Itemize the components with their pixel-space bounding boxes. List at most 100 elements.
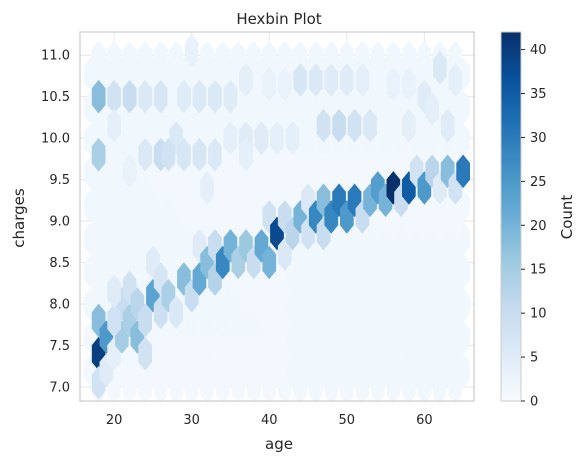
y-tick-label: 9.5 [49,173,70,188]
hex-cell [177,79,191,114]
colorbar-tick-label: 20 [530,219,547,234]
hex-cell-empty [107,40,121,75]
hex-cell [208,137,222,172]
hex-cell [138,336,152,371]
hex-cell [316,108,331,143]
hex-cell [122,79,137,114]
plot-frame [79,31,475,402]
colorbar-tick-label: 5 [530,351,538,366]
hex-cell [402,108,416,143]
colorbar-tick-label: 30 [530,131,547,146]
hex-cell [355,63,370,97]
hex-cell [107,274,121,309]
y-tick-label: 10.5 [41,90,70,105]
hex-cell [138,79,152,114]
hex-cell [177,137,191,172]
hex-cell [386,67,401,101]
hex-cell-empty [417,40,432,75]
hex-cell [456,154,470,189]
x-tick-label: 60 [416,413,433,428]
y-axis-label: charges [10,188,28,248]
y-tick-label: 10.0 [41,132,70,147]
hex-cell [138,303,152,338]
hex-cell [270,121,284,155]
hex-cell [161,137,176,172]
y-tick-label: 11.0 [41,49,70,64]
hex-cell [347,108,362,143]
hex-cell [425,92,439,126]
hex-cell-empty [386,40,401,75]
hex-cell [277,67,292,101]
hex-cell [200,171,214,205]
y-tick-label: 9.0 [49,215,70,230]
hex-cell [285,121,300,155]
colorbar-tick-label: 0 [530,395,538,410]
hex-cell-empty [277,40,292,75]
colorbar [500,31,522,402]
x-tick-label: 20 [106,413,123,428]
x-axis-label: age [265,435,293,453]
hex-cell-empty [262,40,277,75]
hex-cell [138,137,152,172]
y-tick-label: 7.5 [49,339,70,354]
hex-cell [262,245,277,280]
hex-cell [223,79,238,114]
y-tick-label: 8.5 [49,256,70,271]
hex-cell-empty [371,40,385,75]
colorbar-tick-label: 35 [530,87,547,102]
y-tick-label: 7.0 [49,380,70,395]
colorbar-ticks: 0 5 10 15 20 25 30 35 40 [521,43,547,410]
hex-cell-empty [200,40,214,75]
colorbar-tick-label: 10 [530,307,547,322]
hex-cell-empty [293,40,308,75]
hex-cell [363,108,377,143]
hex-cell [223,121,238,155]
hex-cell [448,63,463,97]
hex-cell-empty [246,40,261,75]
hex-cell-empty [215,40,230,75]
hex-cell [169,295,183,330]
colorbar-label: Count [558,195,576,240]
y-tick-label: 8.0 [49,297,70,312]
hex-cell [107,108,121,143]
hex-cell-empty [308,40,323,75]
hex-cell [308,63,323,97]
hex-cell-empty [138,40,152,75]
chart-title: Hexbin Plot [236,10,321,28]
x-tick-label: 50 [339,413,356,428]
hex-cell-empty [324,40,339,75]
hex-cell-empty [448,40,463,75]
hex-cell [254,121,269,155]
hex-cell [440,108,455,143]
hex-cell [91,137,106,172]
hex-cell [324,63,339,97]
x-tick-label: 40 [261,413,278,428]
hex-cell-empty [340,40,354,75]
colorbar-tick-label: 40 [530,43,547,58]
hex-cell-empty [355,40,370,75]
hex-cell [293,63,308,97]
x-axis-ticks: 20 30 40 50 60 [106,413,433,428]
hex-cell [239,137,253,172]
hex-cell [122,154,137,189]
hex-cell [107,79,121,114]
hex-cell [192,137,207,172]
x-tick-label: 30 [183,413,200,428]
hex-cell [262,67,277,101]
hex-cell [433,50,447,85]
hex-cell [184,34,199,68]
colorbar-gradient [500,31,522,402]
hex-cell [91,79,106,114]
plot-border [79,31,475,402]
hex-cell-empty [153,40,168,75]
hex-cell-empty [231,40,246,75]
hex-cell [208,79,222,114]
colorbar-tick-label: 25 [530,175,547,190]
hex-cell-empty [169,40,183,75]
hexbin-cells [84,34,470,404]
hex-cell [192,79,207,114]
hex-cell [277,237,292,271]
hex-cell [239,63,253,97]
hex-cell [340,63,354,97]
